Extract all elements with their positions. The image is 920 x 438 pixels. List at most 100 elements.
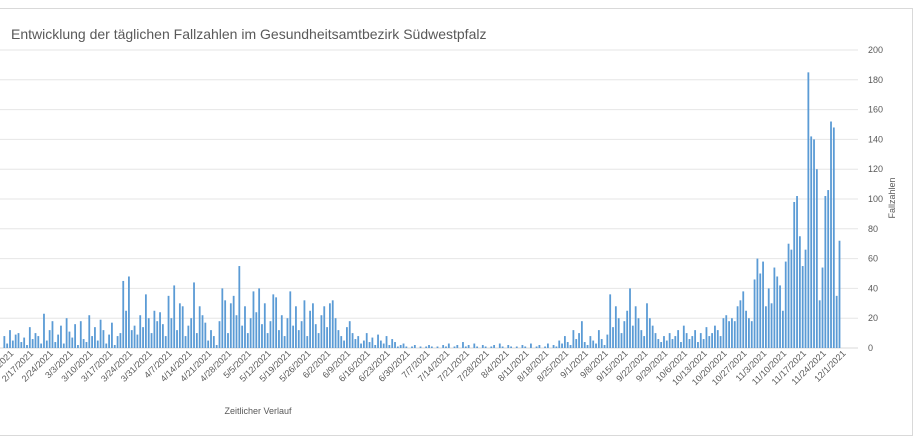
bar <box>609 294 612 348</box>
bar <box>804 249 807 348</box>
bar <box>71 337 74 348</box>
bar <box>9 330 11 348</box>
bar <box>555 346 558 348</box>
chart-title: Entwicklung der täglichen Fallzahlen im … <box>11 26 487 42</box>
bar <box>784 261 787 348</box>
bar <box>286 318 289 348</box>
bar <box>711 333 714 348</box>
bar <box>665 340 668 348</box>
bar <box>119 333 122 348</box>
bar <box>306 336 309 348</box>
bar <box>11 340 14 348</box>
bar <box>467 345 470 348</box>
bar <box>430 346 433 348</box>
bar <box>266 333 269 348</box>
bar <box>85 342 88 348</box>
bar <box>691 336 694 348</box>
y-tick-label: 80 <box>868 224 878 234</box>
bar <box>26 345 28 348</box>
bar <box>600 339 603 348</box>
bar <box>651 325 654 348</box>
y-tick-label: 200 <box>868 45 883 55</box>
bar <box>456 345 459 348</box>
bar <box>428 345 430 348</box>
bar <box>776 276 779 348</box>
bar <box>413 345 416 348</box>
bar <box>561 343 563 348</box>
bar <box>357 336 360 348</box>
bar <box>405 346 408 348</box>
bar <box>388 345 391 348</box>
bar <box>77 345 79 348</box>
bar <box>195 333 198 348</box>
bar <box>725 315 728 348</box>
bar <box>292 325 295 348</box>
bar <box>739 300 742 348</box>
bar <box>37 336 40 348</box>
bar <box>411 346 413 348</box>
bar <box>547 343 549 348</box>
bar <box>563 336 566 348</box>
bar <box>57 334 60 348</box>
bar <box>178 303 181 348</box>
bar <box>365 333 368 348</box>
bar <box>750 321 753 348</box>
bar <box>597 330 600 348</box>
bar <box>813 139 815 348</box>
bar <box>694 330 697 348</box>
bar <box>818 300 821 348</box>
bar <box>54 342 57 348</box>
bar <box>17 333 20 348</box>
bar <box>193 282 195 348</box>
bar <box>391 339 394 348</box>
bar <box>314 324 317 348</box>
bar <box>244 306 246 348</box>
bar <box>821 267 824 348</box>
bar <box>765 306 767 348</box>
bar <box>589 336 592 348</box>
bar <box>79 321 82 348</box>
bar <box>569 345 572 348</box>
bar <box>289 291 292 348</box>
bar <box>671 339 674 348</box>
bar <box>606 334 609 348</box>
y-tick-label: 160 <box>868 105 883 115</box>
y-tick-label: 60 <box>868 254 878 264</box>
bar <box>68 331 71 348</box>
bar <box>212 336 215 348</box>
bar <box>490 346 493 348</box>
bar <box>770 303 773 348</box>
bar <box>708 336 711 348</box>
bar <box>530 343 532 348</box>
bar <box>323 306 326 348</box>
bar <box>643 336 646 348</box>
bar <box>654 333 657 348</box>
bar <box>249 318 252 348</box>
bar <box>28 327 31 348</box>
bar <box>82 339 85 348</box>
bar <box>824 196 827 348</box>
bar <box>116 336 119 348</box>
bar <box>668 333 671 348</box>
bar <box>198 306 201 348</box>
bar <box>810 136 813 348</box>
bar <box>261 324 263 348</box>
bar <box>340 336 343 348</box>
bar <box>62 343 65 348</box>
bar <box>317 333 320 348</box>
bar <box>402 343 405 348</box>
bar <box>798 236 801 348</box>
bar <box>105 343 108 348</box>
bar <box>94 327 96 348</box>
bar <box>379 340 382 348</box>
bar <box>498 343 501 348</box>
bar <box>419 346 422 348</box>
bar <box>382 343 385 348</box>
bar <box>139 315 142 348</box>
bar <box>510 346 512 348</box>
bar <box>781 310 784 348</box>
bar <box>14 334 17 348</box>
bar <box>269 321 272 348</box>
bar <box>612 327 614 348</box>
bar <box>815 169 818 348</box>
